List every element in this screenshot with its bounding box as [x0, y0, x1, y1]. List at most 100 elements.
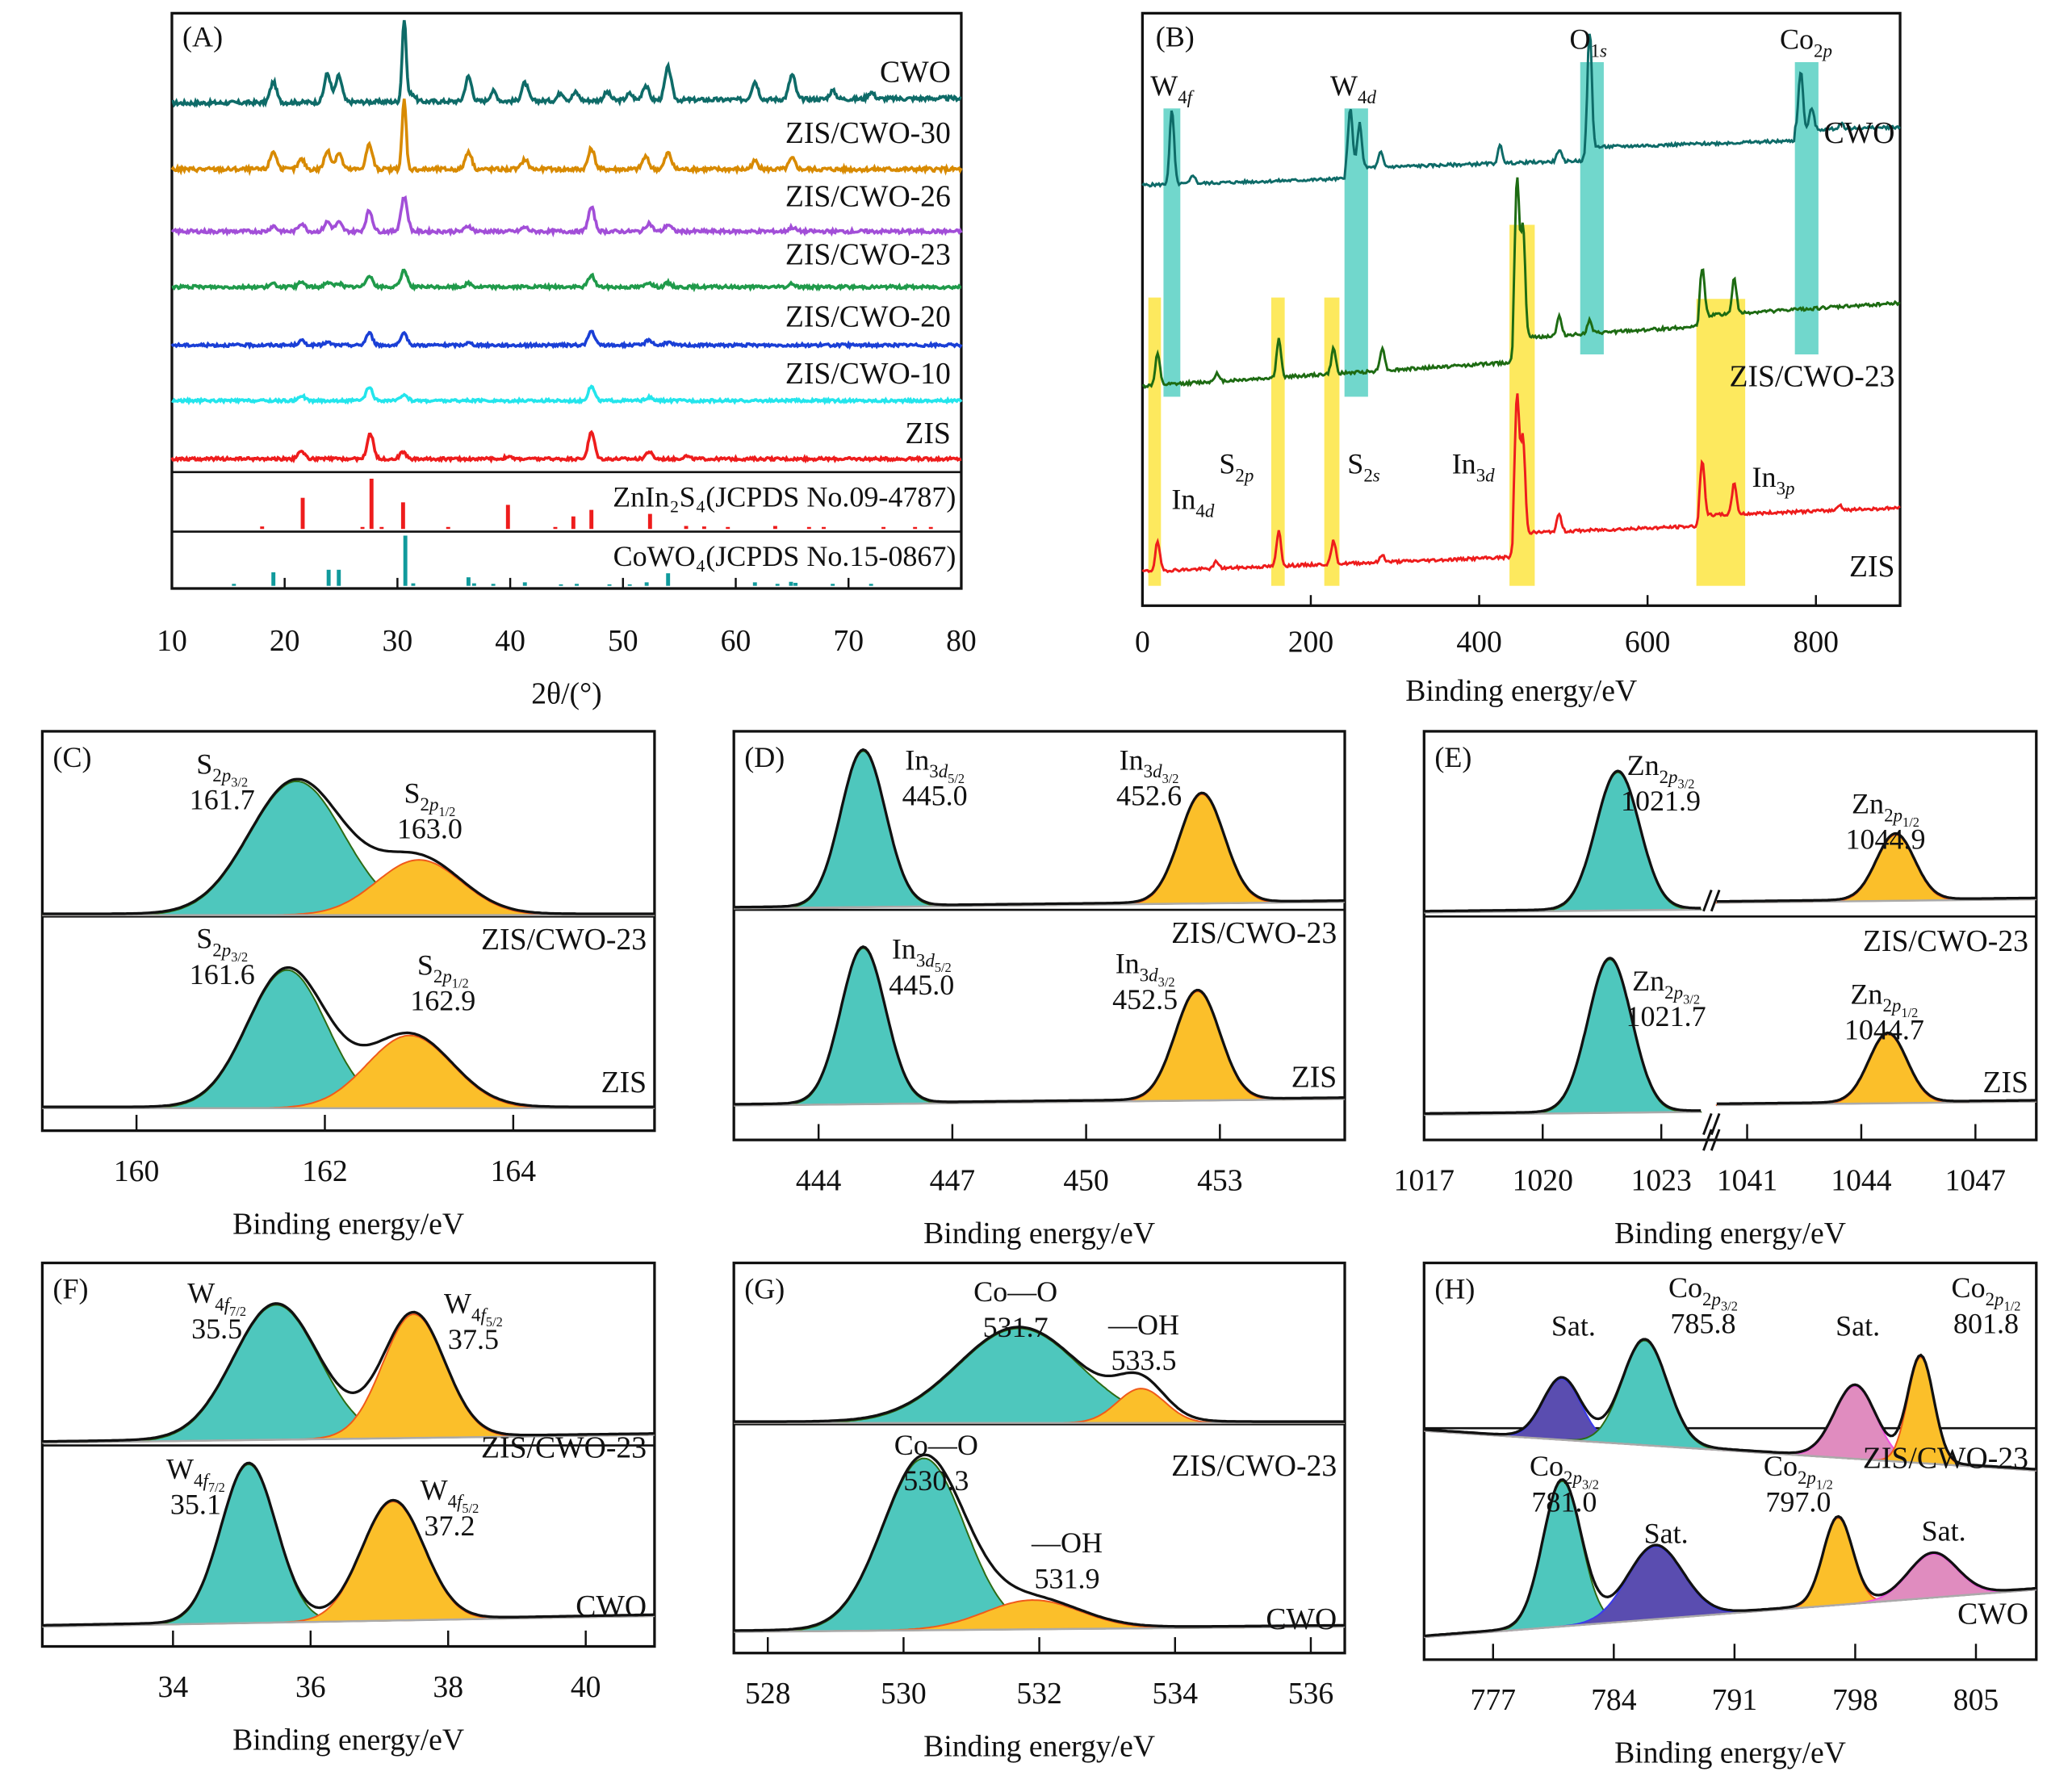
peak-name-label: S2p1/2 — [417, 949, 469, 991]
band-label: W4d — [1330, 69, 1376, 107]
x-tick-label: 70 — [833, 624, 864, 658]
peak-name-label: W4f5/2 — [421, 1474, 479, 1516]
peak-name-label: Sat. — [1551, 1310, 1596, 1342]
x-tick-label: 10 — [157, 624, 187, 658]
envelope-curve — [1424, 1338, 2036, 1471]
xrd-trace-5 — [171, 384, 963, 406]
x-tick-label: 162 — [302, 1154, 347, 1188]
band-label: In3d — [1452, 447, 1495, 485]
xrd-trace-4 — [170, 329, 963, 350]
component-peak-teal — [42, 780, 655, 916]
xrd-series-label: CWO — [880, 56, 951, 90]
panel-tag: (E) — [1434, 741, 1471, 773]
survey-series-label: CWO — [1824, 116, 1895, 150]
x-tick-label: 798 — [1832, 1683, 1877, 1717]
xrd-series-label: ZIS/CWO-23 — [785, 238, 951, 272]
x-tick-label: 38 — [433, 1670, 463, 1704]
x-tick-label: 800 — [1794, 626, 1839, 660]
panel-b-tag: (B) — [1156, 20, 1195, 52]
component-peak-teal — [734, 947, 1346, 1107]
xrd-trace-6 — [170, 429, 962, 464]
axis-break-mark — [1702, 889, 1713, 912]
x-tick-label: 34 — [158, 1670, 189, 1704]
panel-tag: (H) — [1434, 1273, 1475, 1305]
x-tick-label: 40 — [495, 624, 525, 658]
survey-trace-1 — [1142, 177, 1901, 389]
peak-position-label: 162.9 — [410, 985, 475, 1017]
x-axis-title: Binding energy/eV — [1614, 1736, 1846, 1770]
peak-name-label: W4f7/2 — [187, 1277, 246, 1319]
fit-baseline — [1424, 1588, 2036, 1639]
x-tick-label: 164 — [491, 1154, 537, 1188]
envelope-curve — [1424, 957, 1702, 1115]
panel-f: (F) W4f7/235.5W4f5/237.5ZIS/CWO-23W4f7/23… — [40, 1261, 656, 1757]
envelope-curve — [42, 966, 655, 1108]
panel-d: (D) In3d5/2445.0In3d3/2452.6ZIS/CWO-23In3… — [732, 730, 1346, 1250]
reference-label: CoWO₄(JCPDS No.15-0867) — [613, 540, 956, 572]
band-label: S2p — [1219, 447, 1254, 485]
x-tick-label: 1020 — [1513, 1163, 1573, 1197]
envelope-curve — [42, 1461, 655, 1627]
sample-label: ZIS/CWO-23 — [1863, 1441, 2028, 1475]
panel-frame — [732, 730, 1346, 1141]
xrd-series-label: ZIS/CWO-30 — [785, 116, 951, 150]
panel-frame — [40, 730, 656, 1133]
envelope-curve — [734, 748, 1346, 909]
peak-position-label: 797.0 — [1765, 1485, 1831, 1518]
panel-tag: (G) — [744, 1273, 785, 1305]
peak-position-label: 452.5 — [1112, 983, 1178, 1016]
band-label: S2s — [1347, 447, 1379, 485]
peak-name-label: —OH — [1031, 1527, 1103, 1559]
xrd-series-label: ZIS/CWO-20 — [785, 300, 951, 334]
peak-position-label: 533.5 — [1111, 1344, 1176, 1376]
envelope-curve — [42, 777, 655, 915]
envelope-curve — [734, 1326, 1346, 1423]
x-tick-label: 791 — [1712, 1683, 1757, 1717]
panel-tag: (C) — [53, 741, 92, 773]
peak-position-label: 161.6 — [190, 958, 255, 991]
fit-baseline — [1424, 1430, 2036, 1472]
peak-name-label: In3d5/2 — [905, 743, 965, 785]
x-tick-label: 1041 — [1717, 1163, 1777, 1197]
x-axis-title: Binding energy/eV — [923, 1730, 1155, 1764]
peak-name-label: Zn2p1/2 — [1850, 978, 1918, 1020]
x-tick-label: 1047 — [1945, 1163, 2006, 1197]
panel-frame — [1422, 730, 2038, 1141]
envelope-curve — [1716, 831, 2036, 903]
peak-name-label: S2p3/2 — [196, 923, 248, 965]
x-tick-label: 600 — [1625, 626, 1670, 660]
x-tick-label: 1017 — [1394, 1163, 1455, 1197]
panel-a: (A) CWO ZIS/CWO-30 ZIS/CWO-26 ZIS/CWO-23 ZIS/… — [157, 11, 977, 711]
x-tick-label: 60 — [721, 624, 751, 658]
fit-baseline — [1424, 908, 1702, 914]
x-axis-title: Binding energy/eV — [1614, 1217, 1846, 1250]
x-tick-label: 450 — [1063, 1163, 1108, 1197]
peak-position-label: 801.8 — [1953, 1307, 2019, 1339]
peak-position-label: 531.7 — [983, 1311, 1049, 1343]
sample-label: ZIS — [1982, 1066, 2028, 1099]
axis-break-mark — [1702, 1129, 1713, 1151]
x-tick-label: 532 — [1016, 1677, 1061, 1711]
survey-trace-2 — [1141, 393, 1901, 574]
xrd-trace-2 — [170, 195, 963, 238]
peak-name-label: Zn2p3/2 — [1632, 965, 1700, 1007]
axis-break-mark — [1710, 889, 1721, 912]
x-axis-title: Binding energy/eV — [923, 1217, 1155, 1250]
envelope-curve — [734, 945, 1346, 1106]
peak-name-label: W4f7/2 — [166, 1452, 225, 1494]
peak-name-label: Sat. — [1922, 1514, 1966, 1547]
x-tick-label: 530 — [881, 1677, 926, 1711]
peak-name-label: Zn2p1/2 — [1852, 787, 1919, 829]
peak-name-label: Zn2p3/2 — [1627, 749, 1695, 791]
panel-frame — [1422, 1261, 2038, 1661]
peak-name-label: Co2p3/2 — [1668, 1271, 1738, 1313]
peak-position-label: 37.2 — [424, 1510, 475, 1542]
peak-position-label: 163.0 — [397, 813, 463, 845]
sample-label: ZIS/CWO-23 — [1863, 924, 2028, 958]
x-tick-label: 20 — [270, 624, 300, 658]
sample-label: ZIS — [1291, 1061, 1337, 1095]
peak-position-label: 161.7 — [190, 784, 255, 816]
panel-a-tag: (A) — [182, 20, 223, 52]
peak-position-label: 785.8 — [1670, 1307, 1735, 1339]
